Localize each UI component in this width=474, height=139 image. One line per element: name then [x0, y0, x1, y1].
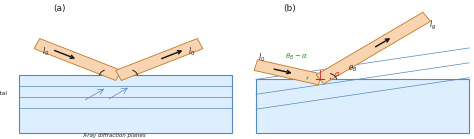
Text: $l_0$: $l_0$	[42, 46, 49, 58]
Text: X-ray diffraction planes: X-ray diffraction planes	[82, 133, 146, 138]
Text: $l_g$: $l_g$	[429, 19, 437, 32]
Text: (b): (b)	[283, 4, 295, 13]
Text: $l_0$: $l_0$	[258, 52, 265, 64]
Polygon shape	[254, 60, 322, 85]
Bar	[256, 79, 469, 133]
Bar	[19, 75, 232, 133]
Text: $l_0$: $l_0$	[188, 46, 195, 58]
Polygon shape	[116, 39, 203, 80]
Text: $\alpha$: $\alpha$	[334, 70, 341, 78]
Text: (a): (a)	[53, 4, 65, 13]
Text: Si crystal: Si crystal	[0, 91, 7, 96]
Text: $\theta_B$: $\theta_B$	[100, 63, 109, 73]
Text: $\theta_B$: $\theta_B$	[348, 64, 358, 74]
Text: $\theta_B$: $\theta_B$	[128, 63, 137, 73]
Text: $\theta_B - \alpha$: $\theta_B - \alpha$	[285, 51, 308, 62]
Polygon shape	[316, 12, 430, 84]
Polygon shape	[34, 39, 121, 80]
